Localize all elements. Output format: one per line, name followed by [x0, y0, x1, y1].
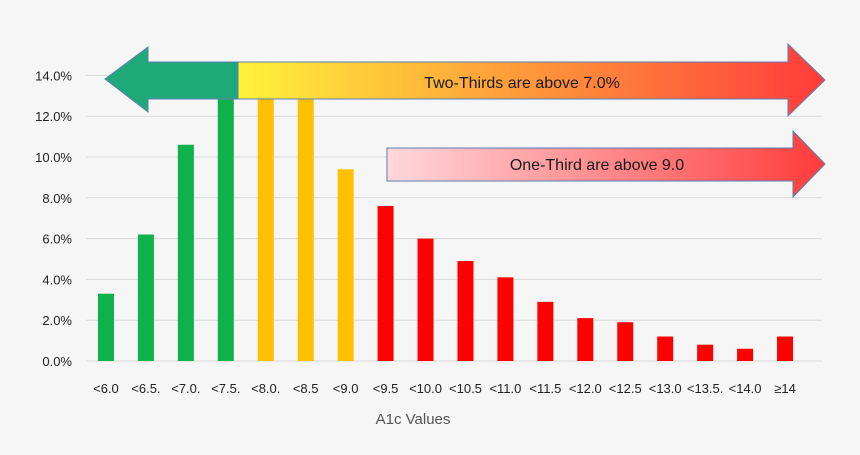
x-tick-label: <11.5: [529, 381, 561, 396]
y-tick-label: 2.0%: [42, 313, 72, 328]
bar: [177, 144, 194, 361]
bar: [537, 301, 554, 361]
bar: [497, 277, 514, 361]
x-tick-label: <6.0: [93, 381, 119, 396]
bar: [97, 293, 114, 361]
bar: [737, 348, 754, 361]
x-tick-label: <7.0.: [171, 381, 200, 396]
bar: [137, 234, 154, 361]
bar: [697, 344, 714, 361]
y-tick-label: 12.0%: [35, 109, 72, 124]
one-third-arrow: One-Third are above 9.0: [386, 129, 826, 199]
x-tick-label: <8.5: [293, 381, 319, 396]
x-tick-label: <12.5: [609, 381, 642, 396]
y-tick-label: 8.0%: [42, 191, 72, 206]
bar: [257, 93, 274, 361]
bar: [217, 93, 234, 361]
x-tick-label: ≥14: [774, 381, 796, 396]
x-axis-title: A1c Values: [376, 411, 451, 428]
y-tick-label: 6.0%: [42, 232, 72, 247]
one-third-annotation: One-Third are above 9.0: [510, 157, 684, 174]
bar: [617, 322, 634, 361]
bar: [377, 205, 394, 361]
x-tick-label: <9.5: [373, 381, 399, 396]
x-axis-ticks: <6.0 <6.5. <7.0. <7.5. <8.0. <8.5 <9.0 <9.5 <10.…: [93, 381, 796, 396]
bar: [657, 336, 674, 361]
x-tick-label: <8.0.: [251, 381, 280, 396]
two-thirds-arrow-body: [237, 42, 826, 118]
bar: [577, 318, 594, 361]
x-tick-label: <10.0: [409, 381, 442, 396]
y-tick-label: 0.0%: [42, 354, 72, 369]
x-tick-label: <14.0: [729, 381, 762, 396]
bar: [337, 169, 354, 361]
y-axis-ticks: 0.0% 2.0% 4.0% 6.0% 8.0% 10.0% 12.0% 14.0%: [35, 68, 72, 369]
x-tick-label: <9.0: [333, 381, 359, 396]
x-tick-label: <13.0: [649, 381, 682, 396]
y-tick-label: 10.0%: [35, 150, 72, 165]
bar: [457, 261, 474, 361]
y-tick-label: 4.0%: [42, 272, 72, 287]
x-tick-label: <10.5: [449, 381, 482, 396]
one-third-arrow-body: [386, 129, 826, 199]
bar: [777, 336, 794, 361]
x-tick-label: <11.0: [489, 381, 521, 396]
bar: [417, 238, 434, 361]
x-tick-label: <7.5.: [211, 381, 240, 396]
x-tick-label: <13.5.: [687, 381, 724, 396]
gridlines: [86, 74, 822, 362]
x-tick-label: <12.0: [569, 381, 602, 396]
x-tick-label: <6.5.: [131, 381, 160, 396]
bars: [97, 93, 794, 362]
two-thirds-annotation: Two-Thirds are above 7.0%: [424, 75, 620, 92]
two-thirds-arrow: Two-Thirds are above 7.0%: [104, 42, 826, 118]
bar: [297, 95, 314, 362]
y-tick-label: 14.0%: [35, 68, 72, 83]
